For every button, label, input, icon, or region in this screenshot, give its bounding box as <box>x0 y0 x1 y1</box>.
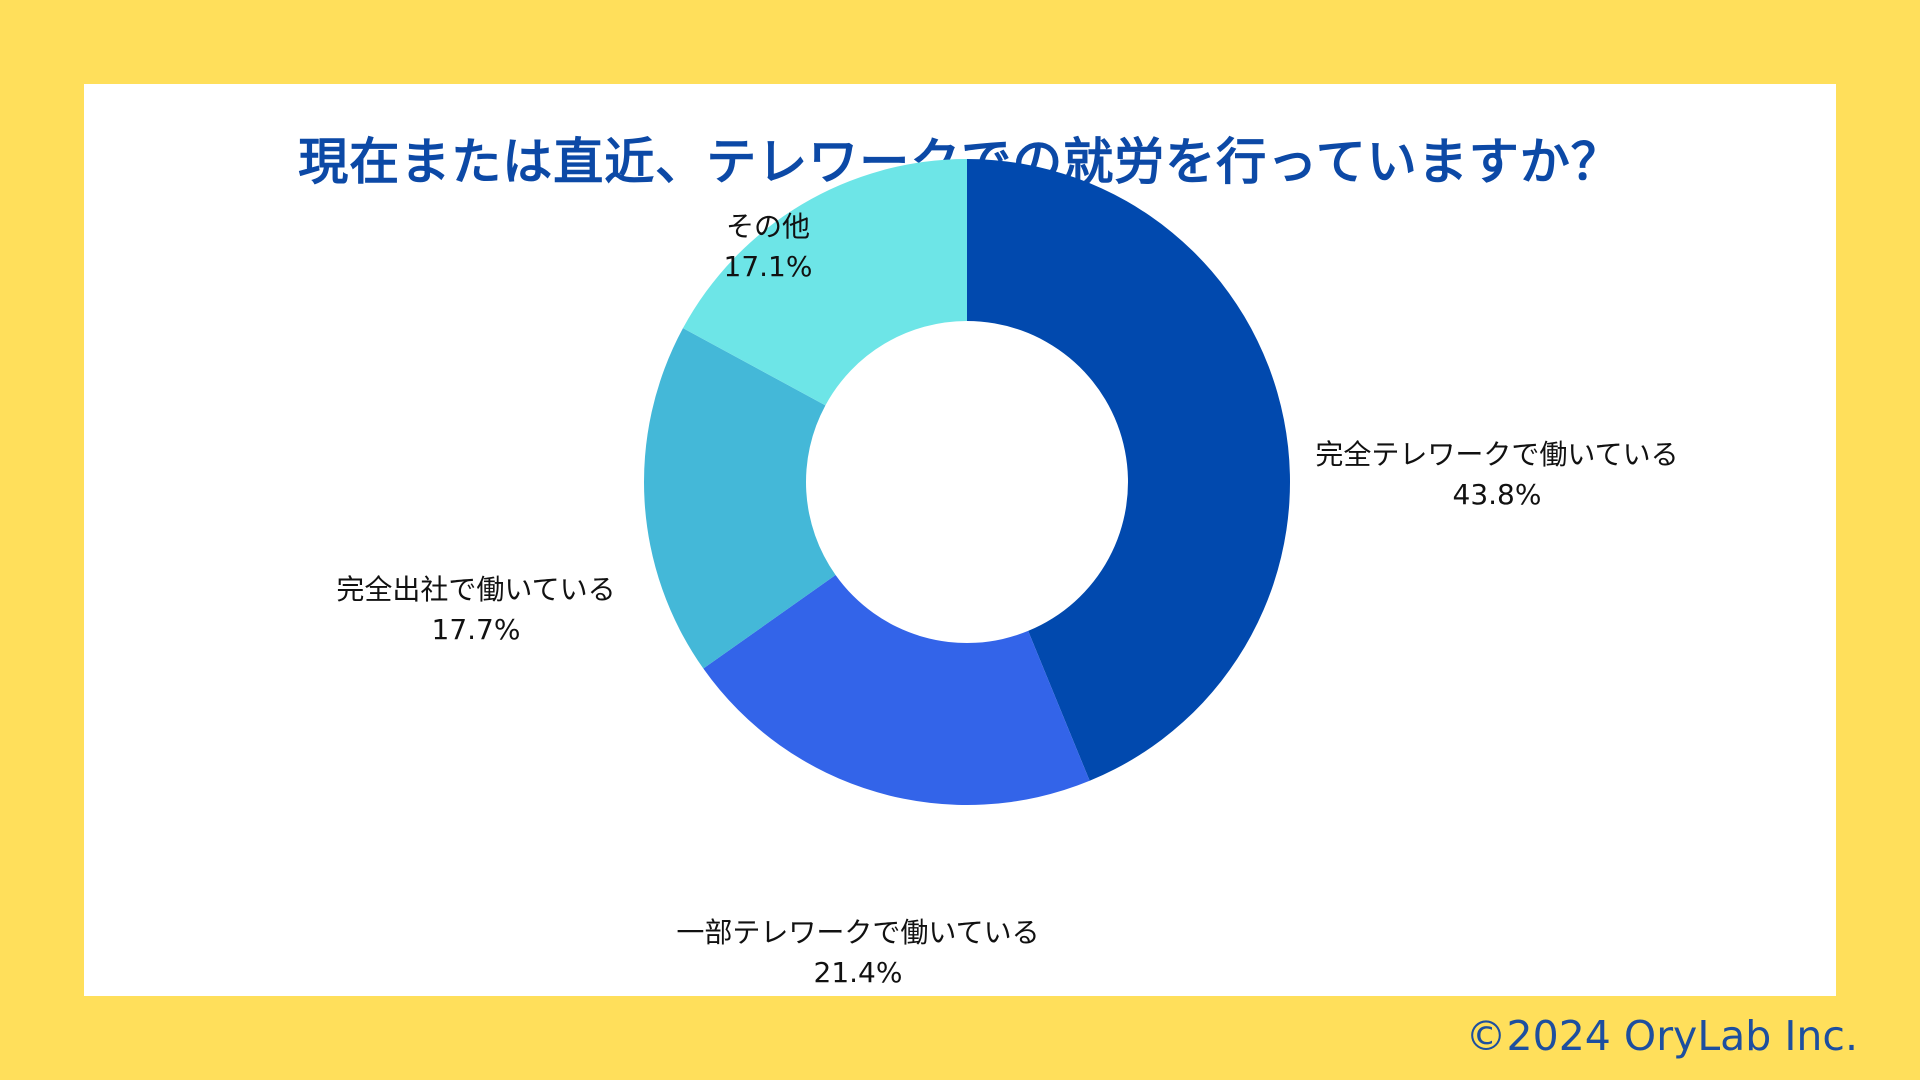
slice-value-1: 43.8% <box>1453 478 1542 511</box>
slice-label-4: その他 <box>726 210 810 243</box>
slice-value-2: 21.4% <box>814 956 903 989</box>
slice-value-3: 17.7% <box>432 613 521 646</box>
slice-value-4: 17.1% <box>724 250 813 283</box>
slice-label-1: 完全テレワークで働いている <box>1315 438 1678 471</box>
donut-slice-1 <box>967 159 1290 781</box>
donut-slice-2 <box>703 574 1090 805</box>
donut-chart: 完全テレワークで働いている 43.8% 一部テレワークで働いている 21.4% 完全出社… <box>336 159 1679 989</box>
copyright-text: ©2024 OryLab Inc. <box>1465 1012 1858 1060</box>
slice-label-3: 完全出社で働いている <box>336 573 615 606</box>
donut-slice-3 <box>644 328 836 669</box>
slice-label-2: 一部テレワークで働いている <box>676 916 1039 949</box>
donut-slice-4 <box>682 159 967 406</box>
chart-panel: 現在または直近、テレワークでの就労を行っていますか？ 完全テレワークで働いている… <box>84 84 1836 996</box>
